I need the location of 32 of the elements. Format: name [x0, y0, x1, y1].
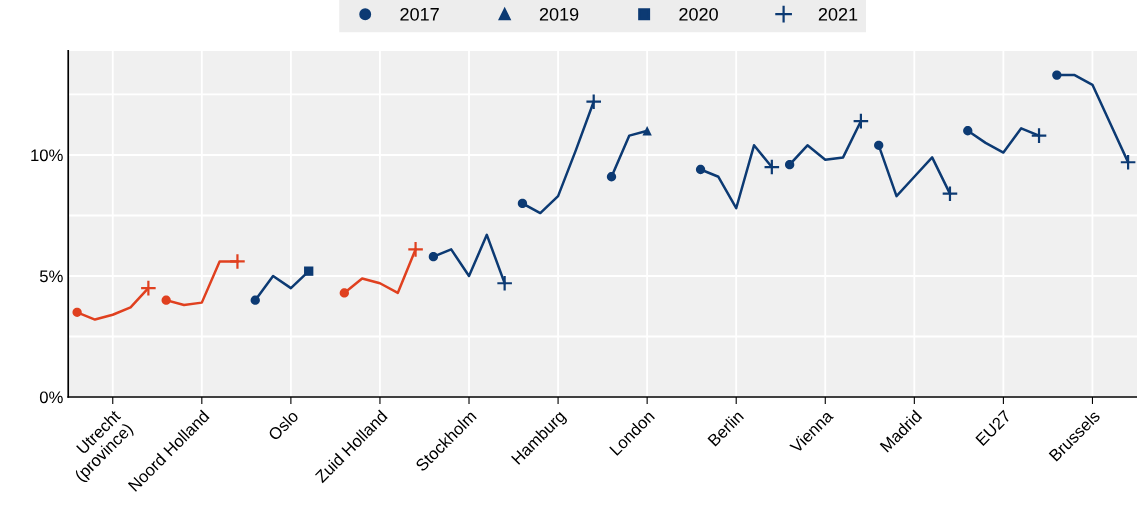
point: [428, 251, 439, 262]
y-tick-label: 0%: [39, 391, 63, 404]
point: [1119, 153, 1137, 171]
point: [642, 126, 652, 136]
point: [695, 164, 706, 175]
point: [941, 185, 959, 203]
point: [784, 160, 795, 170]
point: [161, 295, 171, 305]
point: [496, 274, 514, 292]
legend-label: 2017: [400, 7, 439, 21]
point: [763, 158, 781, 176]
legend-label: 2020: [679, 7, 718, 21]
point: [229, 253, 246, 270]
point: [72, 307, 82, 317]
point: [304, 266, 314, 276]
point: [585, 93, 603, 111]
point: [1030, 127, 1048, 145]
point: [606, 172, 617, 182]
point: [852, 112, 870, 130]
point: [139, 279, 157, 297]
point: [963, 126, 973, 136]
point: [407, 240, 424, 258]
point: [1052, 70, 1062, 80]
point: [517, 198, 528, 209]
y-tick-label: 10%: [31, 149, 63, 162]
legend-label: 2021: [818, 7, 858, 21]
point: [250, 295, 260, 305]
legend-label: 2019: [539, 7, 579, 21]
point: [339, 288, 349, 298]
x-tick-label: Oslo: [267, 409, 300, 442]
point: [874, 140, 884, 150]
y-tick-label: 5%: [39, 270, 63, 283]
